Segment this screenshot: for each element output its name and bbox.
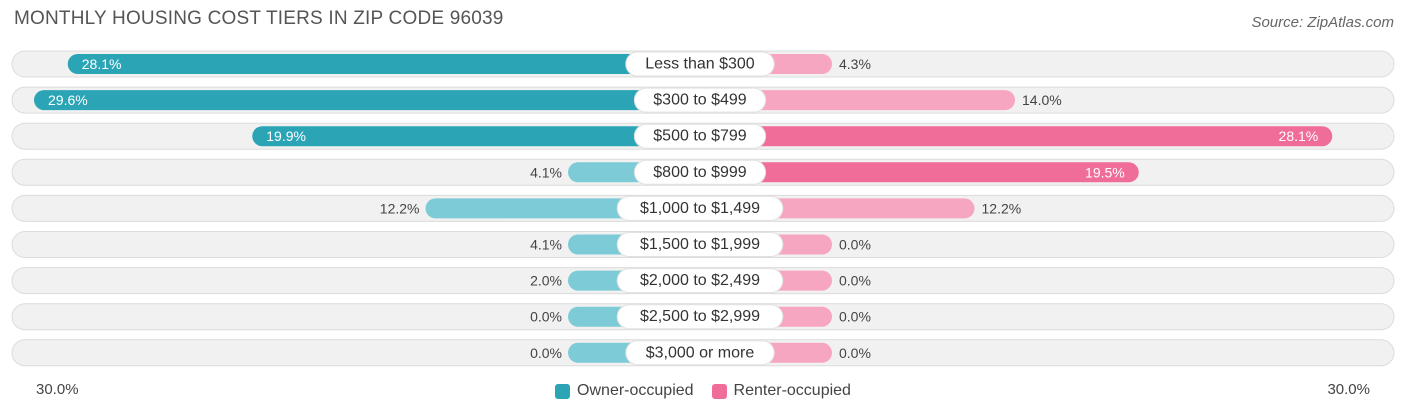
legend-swatch-owner	[555, 383, 571, 399]
renter-value-label: 0.0%	[839, 345, 871, 361]
legend: Owner-occupied Renter-occupied	[0, 378, 1406, 404]
owner-value-label: 19.9%	[266, 128, 306, 144]
renter-value-label: 4.3%	[839, 56, 871, 72]
owner-value-label: 0.0%	[530, 345, 562, 361]
category-label: $300 to $499	[653, 92, 747, 109]
category-label: $500 to $799	[653, 128, 747, 145]
category-pill	[616, 304, 784, 330]
renter-value-label: 0.0%	[839, 309, 871, 325]
legend-item-renter: Renter-occupied	[711, 382, 851, 400]
renter-value-label: 28.1%	[1279, 128, 1319, 144]
owner-bar	[67, 54, 700, 74]
renter-value-label: 0.0%	[839, 237, 871, 253]
owner-value-label: 0.0%	[530, 309, 562, 325]
category-label: $3,000 or more	[646, 344, 755, 361]
legend-label-owner: Owner-occupied	[577, 382, 694, 399]
renter-value-label: 0.0%	[839, 273, 871, 289]
renter-value-label: 12.2%	[982, 200, 1022, 216]
category-label: $2,500 to $2,999	[640, 308, 760, 325]
owner-value-label: 29.6%	[48, 92, 88, 108]
renter-value-label: 19.5%	[1085, 164, 1125, 180]
renter-bar	[700, 162, 1139, 183]
owner-value-label: 28.1%	[82, 56, 122, 72]
axis-left-label: 30.0%	[36, 381, 79, 398]
owner-value-label: 2.0%	[530, 273, 562, 289]
category-label: $1,500 to $1,999	[640, 236, 760, 253]
category-pill	[633, 123, 767, 149]
legend-swatch-renter	[711, 383, 727, 399]
owner-value-label: 12.2%	[380, 200, 420, 216]
chart-title: MONTHLY HOUSING COST TIERS IN ZIP CODE 9…	[14, 8, 504, 29]
category-pill	[625, 51, 775, 77]
diverging-bar-chart: 28.1% 4.3% Less than $300 29.6% 14.0% $300 to…	[11, 50, 1395, 367]
category-label: $2,000 to $2,499	[640, 272, 760, 289]
owner-bar	[252, 126, 700, 147]
category-pill	[633, 87, 767, 113]
owner-value-label: 4.1%	[530, 164, 562, 180]
axis-right-label: 30.0%	[1327, 381, 1370, 398]
category-label: Less than $300	[645, 56, 755, 73]
category-pill	[616, 195, 784, 221]
category-label: $1,000 to $1,499	[640, 200, 760, 217]
legend-item-owner: Owner-occupied	[555, 382, 694, 400]
category-pill	[633, 159, 767, 185]
category-label: $800 to $999	[653, 164, 747, 181]
renter-value-label: 14.0%	[1022, 92, 1062, 108]
source-label: Source: ZipAtlas.com	[1251, 14, 1394, 31]
category-pill	[625, 340, 775, 366]
legend-label-renter: Renter-occupied	[733, 382, 851, 399]
owner-value-label: 4.1%	[530, 237, 562, 253]
category-pill	[616, 232, 784, 257]
owner-bar	[34, 90, 700, 111]
renter-bar	[700, 126, 1333, 147]
category-pill	[616, 268, 784, 294]
renter-bar	[700, 90, 1015, 111]
